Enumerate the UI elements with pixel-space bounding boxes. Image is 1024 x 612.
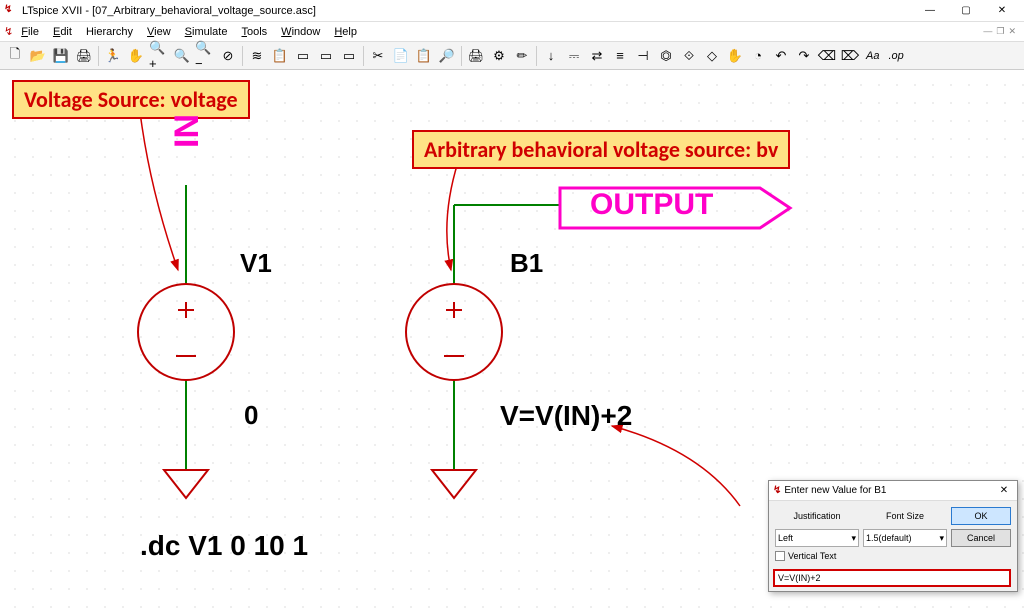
toolbar-button[interactable]: ≋ <box>246 45 268 67</box>
toolbar-button[interactable]: ✂ <box>367 45 389 67</box>
toolbar-button[interactable]: 🔍 <box>171 45 193 67</box>
dialog-title: Enter new Value for B1 <box>784 485 995 496</box>
justification-label: Justification <box>775 511 859 521</box>
toolbar-button[interactable]: 📄 <box>390 45 412 67</box>
menu-window[interactable]: Window <box>275 24 326 40</box>
mdi-min[interactable]: — <box>983 26 992 37</box>
callout-bv-source: Arbitrary behavioral voltage source: bv <box>412 130 790 169</box>
cancel-button[interactable]: Cancel <box>951 529 1011 547</box>
close-button[interactable]: ✕ <box>984 1 1020 21</box>
toolbar-button[interactable]: ▭ <box>315 45 337 67</box>
toolbar-button[interactable]: ⟐ <box>678 45 700 67</box>
toolbar-button[interactable]: .op <box>884 45 907 67</box>
toolbar: 🗋📂💾🖨🏃✋🔍+🔍🔍−⊘≋📋▭▭▭✂📄📋🔎🖨⚙✏↓⎓⇄≡⊣⏣⟐◇✋◔↶↷⌫⌦Aa… <box>0 42 1024 70</box>
toolbar-button[interactable]: ↓ <box>540 45 562 67</box>
spice-directive[interactable]: .dc V1 0 10 1 <box>140 530 308 562</box>
mdi-close[interactable]: ✕ <box>1008 26 1016 37</box>
toolbar-button[interactable]: 🔎 <box>436 45 458 67</box>
menu-tools[interactable]: Tools <box>235 24 273 40</box>
toolbar-button[interactable]: 🏃 <box>102 45 124 67</box>
toolbar-button[interactable]: ≡ <box>609 45 631 67</box>
menu-help[interactable]: Help <box>328 24 363 40</box>
toolbar-button[interactable]: 🔍+ <box>148 45 170 67</box>
title-bar: ↯ LTspice XVII - [07_Arbitrary_behaviora… <box>0 0 1024 22</box>
menu-edit[interactable]: Edit <box>47 24 78 40</box>
toolbar-button[interactable]: ▭ <box>292 45 314 67</box>
menu-simulate[interactable]: Simulate <box>179 24 234 40</box>
toolbar-button[interactable]: 📋 <box>269 45 291 67</box>
toolbar-button[interactable]: 🔍− <box>194 45 216 67</box>
justification-select[interactable]: Left▾ <box>775 529 859 547</box>
value-dialog: ↯ Enter new Value for B1 ✕ Justification… <box>768 480 1018 592</box>
toolbar-button[interactable]: ⊘ <box>217 45 239 67</box>
fontsize-select[interactable]: 1.5(default)▾ <box>863 529 947 547</box>
toolbar-button[interactable]: ▭ <box>338 45 360 67</box>
toolbar-button[interactable]: ⚙ <box>488 45 510 67</box>
label-v1-name[interactable]: V1 <box>240 248 272 279</box>
toolbar-button[interactable]: ↷ <box>793 45 815 67</box>
mdi-max[interactable]: ❐ <box>996 26 1004 37</box>
toolbar-button[interactable]: ⏣ <box>655 45 677 67</box>
net-label-output[interactable]: OUTPUT <box>590 188 713 222</box>
toolbar-button[interactable]: ✏ <box>511 45 533 67</box>
toolbar-button[interactable]: ↶ <box>770 45 792 67</box>
toolbar-button[interactable]: ⌫ <box>816 45 838 67</box>
toolbar-button[interactable]: 🖨 <box>73 45 95 67</box>
toolbar-button[interactable]: 📂 <box>27 45 49 67</box>
fontsize-label: Font Size <box>863 511 947 521</box>
mdi-buttons: — ❐ ✕ <box>983 26 1020 37</box>
toolbar-button[interactable]: ✋ <box>125 45 147 67</box>
toolbar-button[interactable]: ⊣ <box>632 45 654 67</box>
menu-file[interactable]: File <box>15 24 45 40</box>
toolbar-button[interactable]: ⎓ <box>563 45 585 67</box>
schematic-canvas[interactable]: Voltage Source: voltage Arbitrary behavi… <box>0 70 1024 612</box>
label-b1-value[interactable]: V=V(IN)+2 <box>500 400 632 432</box>
dialog-close-button[interactable]: ✕ <box>995 485 1013 496</box>
window-title: LTspice XVII - [07_Arbitrary_behavioral_… <box>22 5 912 17</box>
toolbar-button[interactable]: 📋 <box>413 45 435 67</box>
net-label-in[interactable]: IN <box>168 114 207 148</box>
vertical-text-checkbox[interactable]: Vertical Text <box>775 551 947 561</box>
maximize-button[interactable]: ▢ <box>948 1 984 21</box>
dialog-icon: ↯ <box>773 485 781 496</box>
toolbar-button[interactable]: 🗋 <box>4 45 26 67</box>
minimize-button[interactable]: — <box>912 1 948 21</box>
toolbar-button[interactable]: 🖨 <box>465 45 487 67</box>
value-input[interactable]: V=V(IN)+2 <box>773 569 1011 587</box>
toolbar-button[interactable]: ⌦ <box>839 45 861 67</box>
menu-bar: ↯ File Edit Hierarchy View Simulate Tool… <box>0 22 1024 42</box>
toolbar-button[interactable]: 💾 <box>50 45 72 67</box>
toolbar-button[interactable]: ✋ <box>724 45 746 67</box>
toolbar-button[interactable]: ⇄ <box>586 45 608 67</box>
callout-voltage-source: Voltage Source: voltage <box>12 80 250 119</box>
ok-button[interactable]: OK <box>951 507 1011 525</box>
label-v1-value[interactable]: 0 <box>244 400 258 431</box>
app-icon: ↯ <box>4 4 18 18</box>
menu-hierarchy[interactable]: Hierarchy <box>80 24 139 40</box>
toolbar-button[interactable]: ◔ <box>747 45 769 67</box>
window-buttons: — ▢ ✕ <box>912 1 1020 21</box>
dialog-titlebar: ↯ Enter new Value for B1 ✕ <box>769 481 1017 501</box>
toolbar-button[interactable]: Aa <box>862 45 883 67</box>
label-b1-name[interactable]: B1 <box>510 248 543 279</box>
menu-view[interactable]: View <box>141 24 177 40</box>
toolbar-button[interactable]: ◇ <box>701 45 723 67</box>
doc-icon: ↯ <box>4 25 13 38</box>
